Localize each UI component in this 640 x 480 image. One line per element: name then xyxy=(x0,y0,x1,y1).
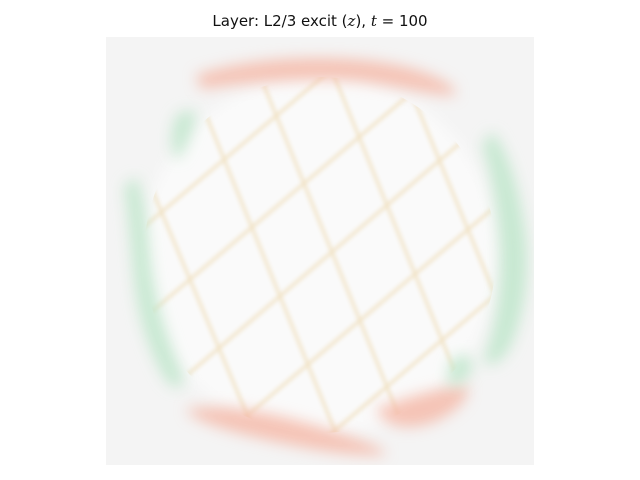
title-time-symbol: t xyxy=(370,12,377,30)
green-band-left-upper xyxy=(171,110,196,159)
green-band-right xyxy=(482,132,528,365)
activity-heatmap xyxy=(106,37,534,465)
title-variable: z xyxy=(347,12,356,30)
title-prefix: Layer: L2/3 excit ( xyxy=(212,12,348,30)
red-band-top xyxy=(196,57,456,96)
figure-title: Layer: L2/3 excit (z), t = 100 xyxy=(0,12,640,30)
green-band-right-lower xyxy=(448,355,473,386)
red-band-bottom xyxy=(186,407,386,456)
green-band-left xyxy=(124,177,183,388)
green-activity-bands xyxy=(124,110,528,388)
title-mid: ), xyxy=(355,12,371,30)
red-band-bottom-right xyxy=(376,385,468,427)
layer-activity-image xyxy=(106,37,534,465)
title-time-value: = 100 xyxy=(376,12,428,30)
red-activity-bands xyxy=(186,57,468,456)
inner-region xyxy=(142,75,498,435)
